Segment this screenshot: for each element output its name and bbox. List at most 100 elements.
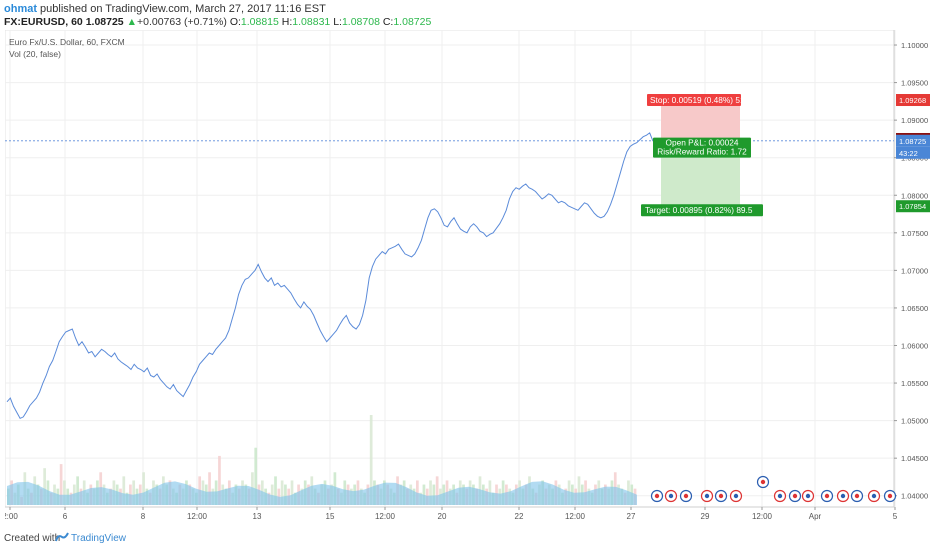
close-value: 1.08725 <box>393 16 432 28</box>
y-tick-label: 1.08000 <box>901 191 928 200</box>
high-label: H: <box>281 16 293 28</box>
instrument-legend[interactable]: Euro Fx/U.S. Dollar, 60, FXCM <box>9 37 125 47</box>
volume-bar <box>435 476 439 505</box>
volume-bar <box>132 480 136 505</box>
x-tick-label: 22 <box>515 512 524 521</box>
volume-bar <box>218 455 221 505</box>
x-tick-label: 2:00 <box>5 512 18 521</box>
tradingview-logo-icon <box>55 532 69 542</box>
y-tick-label: 1.07500 <box>901 229 928 238</box>
y-tick-label: 1.04000 <box>901 492 928 501</box>
up-arrow-icon: ▲ <box>126 16 137 28</box>
economic-event-dot <box>887 493 893 499</box>
price-line <box>6 132 654 420</box>
x-tick-label: 12:00 <box>187 512 208 521</box>
volume-bar <box>76 476 79 505</box>
economic-event-dot <box>668 493 674 499</box>
author-link[interactable]: ohmat <box>4 3 37 15</box>
economic-event-dot <box>840 493 846 499</box>
countdown-tag-box <box>896 146 930 159</box>
volume-bar <box>208 472 211 505</box>
publish-line: ohmat published on TradingView.com, Marc… <box>4 3 326 15</box>
y-tick-label: 1.06000 <box>901 341 928 350</box>
volume-bar <box>280 480 284 505</box>
volume-bar <box>142 472 145 505</box>
volume-bar <box>577 476 581 505</box>
volume-bar <box>432 484 436 505</box>
x-tick-label: 27 <box>627 512 636 521</box>
volume-bar <box>429 480 432 505</box>
x-tick-label: 15 <box>326 512 335 521</box>
volume-bar <box>63 480 66 505</box>
last-price-tag: 1.08725 <box>899 137 926 146</box>
y-tick-label: 1.06500 <box>901 304 928 313</box>
volume-legend[interactable]: Vol (20, false) <box>9 49 61 59</box>
low-value: 1.08708 <box>341 16 380 28</box>
price-chart[interactable]: 1.100001.095001.090001.085001.080001.075… <box>5 30 931 524</box>
economic-event-dot <box>683 493 689 499</box>
countdown-tag: 43:22 <box>899 149 918 158</box>
stop-label: Stop: 0.00519 (0.48%) 51.9 <box>650 95 752 105</box>
economic-event-dot <box>792 493 798 499</box>
y-tick-label: 1.10000 <box>901 41 928 50</box>
volume-ma-area <box>7 481 637 505</box>
volume-bar <box>422 484 426 505</box>
open-pnl-label: Open P&L: 0.00024 <box>666 138 739 148</box>
stop-price-tag-box <box>896 94 930 107</box>
stop-label-box <box>647 94 741 107</box>
economic-event-dot <box>871 493 877 499</box>
x-tick-label: 6 <box>63 512 68 521</box>
volume-bar <box>501 480 505 505</box>
x-tick-label: 8 <box>141 512 146 521</box>
created-with-label: Created with <box>4 533 61 544</box>
economic-event-dot <box>733 493 739 499</box>
economic-event-dot <box>760 479 766 485</box>
open-value: 1.08815 <box>240 16 279 28</box>
volume-bar <box>43 468 46 505</box>
publish-info: published on TradingView.com, March 27, … <box>37 3 326 15</box>
symbol-label[interactable]: FX:EURUSD, 60 <box>4 16 83 28</box>
x-tick-label: 12:00 <box>752 512 773 521</box>
target-price-tag-box <box>896 200 930 213</box>
stop-zone <box>661 100 740 143</box>
y-tick-label: 1.05500 <box>901 379 928 388</box>
target-label-box <box>641 204 763 217</box>
chart-area[interactable]: 1.100001.095001.090001.085001.080001.075… <box>5 30 931 524</box>
economic-event-dot <box>805 493 811 499</box>
ohlc-line: FX:EURUSD, 60 1.08725 ▲+0.00763 (+0.71%)… <box>4 16 431 28</box>
x-tick-label: 12:00 <box>565 512 586 521</box>
chart-header: ohmat published on TradingView.com, Marc… <box>0 0 932 30</box>
y-tick-label: 1.09000 <box>901 116 928 125</box>
economic-event-dot <box>824 493 830 499</box>
stop-price-tag: 1.09268 <box>899 96 926 105</box>
open-label: O: <box>229 16 241 28</box>
risk-reward-label: Risk/Reward Ratio: 1.72 <box>657 147 747 157</box>
x-tick-label: Apr <box>809 512 822 521</box>
x-tick-label: 20 <box>438 512 447 521</box>
target-price-tag: 1.07854 <box>899 202 926 211</box>
volume-bar <box>284 484 287 505</box>
x-tick-label: 12:00 <box>375 512 396 521</box>
footer: Created with TradingView <box>0 528 932 550</box>
x-tick-label: 5 <box>893 512 898 521</box>
volume-bar <box>274 476 277 505</box>
volume-bar <box>270 484 274 505</box>
y-tick-label: 1.09500 <box>901 79 928 88</box>
economic-event-dot <box>718 493 724 499</box>
target-label: Target: 0.00895 (0.82%) 89.5 <box>645 205 753 215</box>
last-price: 1.08725 <box>85 16 124 28</box>
economic-event-dot <box>654 493 660 499</box>
tradingview-link[interactable]: TradingView <box>71 533 127 544</box>
plot-background <box>5 30 895 508</box>
economic-event-dot <box>704 493 710 499</box>
economic-event-dot <box>854 493 860 499</box>
y-tick-label: 1.05000 <box>901 417 928 426</box>
y-tick-label: 1.04500 <box>901 454 928 463</box>
volume-bar <box>290 480 294 505</box>
pnl-label-box <box>653 137 751 158</box>
volume-bar <box>369 415 373 505</box>
price-change: +0.00763 (+0.71%) <box>136 16 227 28</box>
volume-bar <box>254 447 258 505</box>
x-tick-label: 13 <box>253 512 262 521</box>
economic-event-dot <box>777 493 783 499</box>
